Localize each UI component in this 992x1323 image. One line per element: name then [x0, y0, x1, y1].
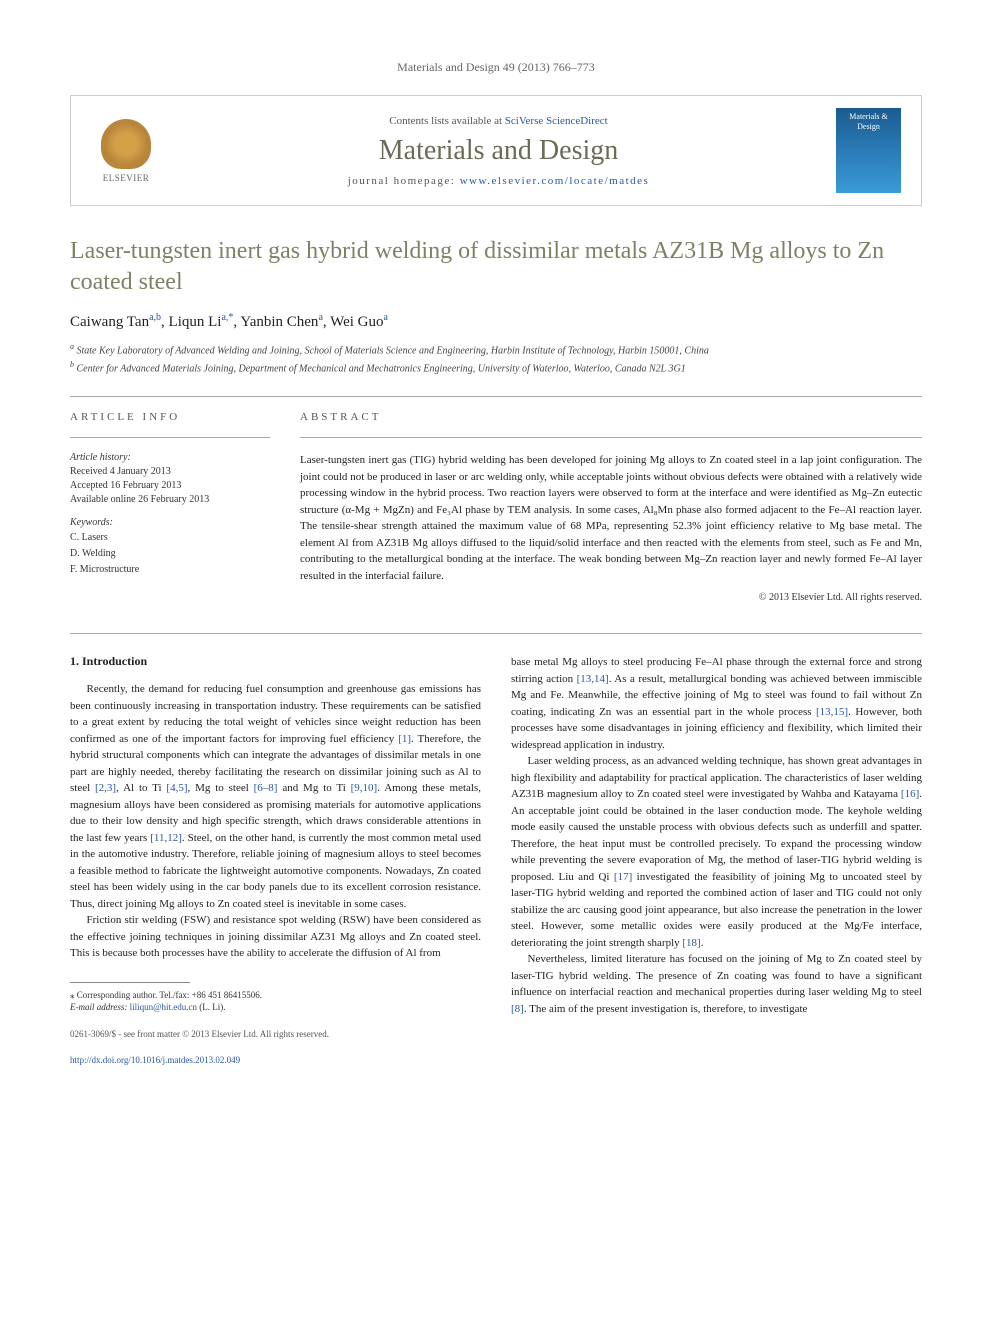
online-date: Available online 26 February 2013	[70, 493, 270, 507]
citation-link[interactable]: [1]	[398, 733, 411, 745]
article-title: Laser-tungsten inert gas hybrid welding …	[70, 236, 922, 298]
contents-prefix: Contents lists available at	[389, 115, 504, 127]
email-footnote: E-mail address: liliqun@hit.edu.cn (L. L…	[70, 1001, 481, 1014]
keyword: F. Microstructure	[70, 562, 270, 578]
abstract-heading: abstract	[300, 411, 922, 423]
corresponding-footnote: ⁎ Corresponding author. Tel./fax: +86 45…	[70, 989, 481, 1002]
doi-line: http://dx.doi.org/10.1016/j.matdes.2013.…	[70, 1054, 481, 1067]
divider	[70, 437, 270, 438]
author: Yanbin Chena	[240, 314, 323, 330]
received-date: Received 4 January 2013	[70, 465, 270, 479]
divider	[70, 396, 922, 397]
corresponding-marker: *	[228, 312, 233, 323]
homepage-link[interactable]: www.elsevier.com/locate/matdes	[460, 175, 650, 187]
sciencedirect-link[interactable]: SciVerse ScienceDirect	[505, 115, 608, 127]
issn-line: 0261-3069/$ - see front matter © 2013 El…	[70, 1028, 481, 1041]
affiliation: b Center for Advanced Materials Joining,…	[70, 359, 922, 376]
article-info-col: article info Article history: Received 4…	[70, 411, 270, 603]
body-paragraph: base metal Mg alloys to steel producing …	[511, 654, 922, 753]
publisher-name: ELSEVIER	[103, 173, 150, 183]
citation-link[interactable]: [13,14]	[577, 673, 609, 685]
body-paragraph: Nevertheless, limited literature has foc…	[511, 951, 922, 1017]
email-label: E-mail address:	[70, 1002, 130, 1012]
history-heading: Article history:	[70, 452, 270, 463]
abstract-copyright: © 2013 Elsevier Ltd. All rights reserved…	[300, 592, 922, 603]
footnote-separator	[70, 982, 190, 983]
keywords-heading: Keywords:	[70, 517, 270, 528]
citation-link[interactable]: [6–8]	[254, 782, 278, 794]
citation-link[interactable]: [17]	[614, 871, 632, 883]
article-history: Received 4 January 2013 Accepted 16 Febr…	[70, 465, 270, 507]
citation-link[interactable]: [13,15]	[816, 706, 848, 718]
journal-reference: Materials and Design 49 (2013) 766–773	[70, 60, 922, 75]
body-paragraph: Recently, the demand for reducing fuel c…	[70, 681, 481, 912]
contents-line: Contents lists available at SciVerse Sci…	[176, 115, 821, 127]
accepted-date: Accepted 16 February 2013	[70, 479, 270, 493]
affiliation: a State Key Laboratory of Advanced Weldi…	[70, 341, 922, 358]
journal-header: ELSEVIER Contents lists available at Sci…	[70, 95, 922, 206]
paper-page: Materials and Design 49 (2013) 766–773 E…	[0, 0, 992, 1107]
keywords-list: C. Lasers D. Welding F. Microstructure	[70, 530, 270, 578]
authors-line: Caiwang Tana,b, Liqun Lia,*, Yanbin Chen…	[70, 312, 922, 331]
citation-link[interactable]: [18]	[682, 937, 700, 949]
journal-name: Materials and Design	[176, 135, 821, 167]
section-heading: 1. Introduction	[70, 654, 481, 669]
author: Liqun Lia,*	[169, 314, 234, 330]
elsevier-tree-icon	[101, 119, 151, 169]
author: Wei Guoa	[330, 314, 388, 330]
citation-link[interactable]: [16]	[901, 788, 919, 800]
author: Caiwang Tana,b	[70, 314, 161, 330]
citation-link[interactable]: [8]	[511, 1003, 524, 1015]
body-columns: 1. Introduction Recently, the demand for…	[70, 654, 922, 1067]
citation-link[interactable]: [2,3]	[95, 782, 116, 794]
divider	[70, 633, 922, 634]
citation-link[interactable]: [11,12]	[150, 832, 182, 844]
elsevier-logo: ELSEVIER	[91, 111, 161, 191]
doi-link[interactable]: http://dx.doi.org/10.1016/j.matdes.2013.…	[70, 1055, 240, 1065]
info-abstract-row: article info Article history: Received 4…	[70, 411, 922, 603]
homepage-line: journal homepage: www.elsevier.com/locat…	[176, 175, 821, 187]
body-paragraph: Laser welding process, as an advanced we…	[511, 753, 922, 951]
keyword: C. Lasers	[70, 530, 270, 546]
abstract-col: abstract Laser-tungsten inert gas (TIG) …	[300, 411, 922, 603]
keyword: D. Welding	[70, 546, 270, 562]
abstract-text: Laser-tungsten inert gas (TIG) hybrid we…	[300, 452, 922, 584]
divider	[300, 437, 922, 438]
right-column: base metal Mg alloys to steel producing …	[511, 654, 922, 1067]
email-link[interactable]: liliqun@hit.edu.cn	[130, 1002, 197, 1012]
body-paragraph: Friction stir welding (FSW) and resistan…	[70, 912, 481, 962]
homepage-prefix: journal homepage:	[348, 175, 460, 187]
article-info-heading: article info	[70, 411, 270, 423]
left-column: 1. Introduction Recently, the demand for…	[70, 654, 481, 1067]
journal-cover-thumb: Materials & Design	[836, 108, 901, 193]
citation-link[interactable]: [4,5]	[166, 782, 187, 794]
cover-title: Materials & Design	[840, 112, 897, 131]
header-center: Contents lists available at SciVerse Sci…	[176, 115, 821, 187]
citation-link[interactable]: [9,10]	[351, 782, 378, 794]
affiliations: a State Key Laboratory of Advanced Weldi…	[70, 341, 922, 376]
